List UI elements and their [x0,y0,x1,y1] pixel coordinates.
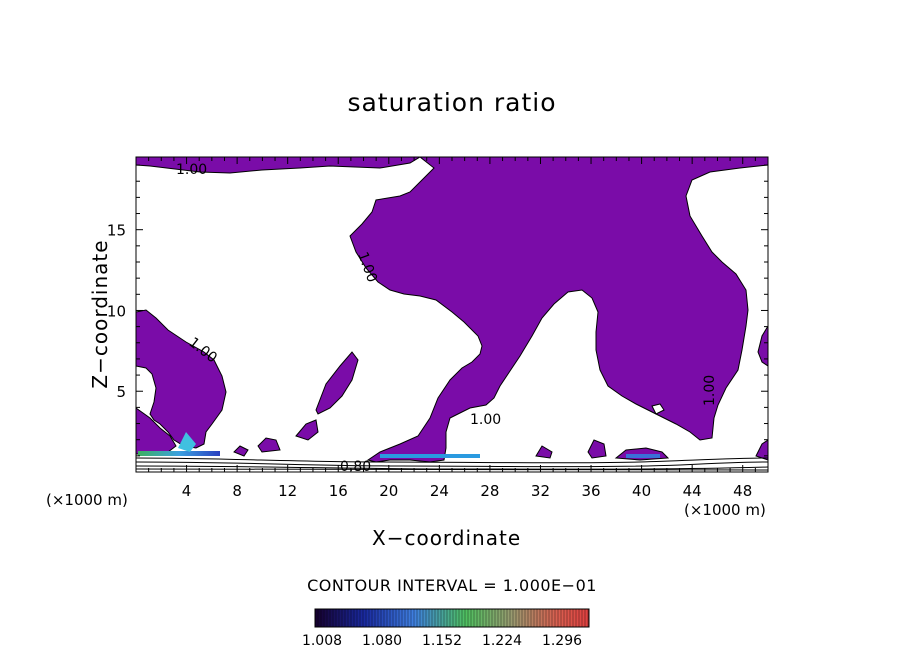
colorbar-label: 1.296 [542,633,582,649]
band-left [138,451,220,456]
contour-label-surface: 0.80 [340,459,371,475]
band-center [380,454,480,458]
contour-label-center: 1.00 [470,412,501,428]
colorbar-label: 1.152 [422,633,462,649]
x-tick-label: 32 [531,482,550,500]
x-tick-label: 24 [430,482,449,500]
x-tick-label: 40 [632,482,651,500]
y-tick-label: 10 [107,302,126,320]
x-tick-label: 44 [683,482,702,500]
x-unit-right: (×1000 m) [684,501,766,519]
x-tick-label: 20 [379,482,398,500]
chart-title: saturation ratio [347,88,557,117]
colorbar-label: 1.224 [482,633,522,649]
y-axis: 5 10 15 [107,164,768,457]
colorbar-label: 1.008 [302,633,342,649]
region-left-blob [136,309,227,449]
region-upper-right [349,157,768,463]
colorbar [314,608,590,628]
y-tick-label: 15 [107,222,126,240]
blob-1 [315,351,359,415]
x-axis: 4 8 12 16 20 24 28 32 36 40 44 48 [148,157,756,500]
blob-9 [755,439,768,461]
blob-8 [757,325,768,367]
colorbar-labels: 1.008 1.080 1.152 1.224 1.296 [302,633,582,649]
colorbar-stripes [317,609,589,627]
blob-4 [233,445,249,457]
contour-interval-note: CONTOUR INTERVAL = 1.000E−01 [307,576,597,595]
x-tick-label: 28 [480,482,499,500]
y-tick-label: 5 [116,383,126,401]
blob-5 [535,445,553,459]
x-tick-label: 8 [232,482,242,500]
contour-fills [136,157,768,471]
colorbar-gradient [314,608,590,628]
band-left-spike [178,432,196,452]
band-right [626,454,660,458]
x-tick-label: 36 [581,482,600,500]
region-top-strip [136,157,421,174]
x-unit-left: (×1000 m) [46,491,128,509]
x-axis-label: X−coordinate [372,526,522,550]
colorbar-label: 1.080 [362,633,402,649]
x-tick-label: 48 [733,482,752,500]
contour-label-top: 1.00 [176,162,207,178]
x-tick-label: 12 [278,482,297,500]
surface-contours [136,457,768,471]
blob-3 [257,437,281,453]
blob-6 [587,439,607,459]
x-tick-label: 16 [329,482,348,500]
contour-label-right: 1.00 [702,375,718,406]
x-tick-label: 4 [182,482,192,500]
region-hole [651,403,665,415]
blob-2 [295,419,319,441]
